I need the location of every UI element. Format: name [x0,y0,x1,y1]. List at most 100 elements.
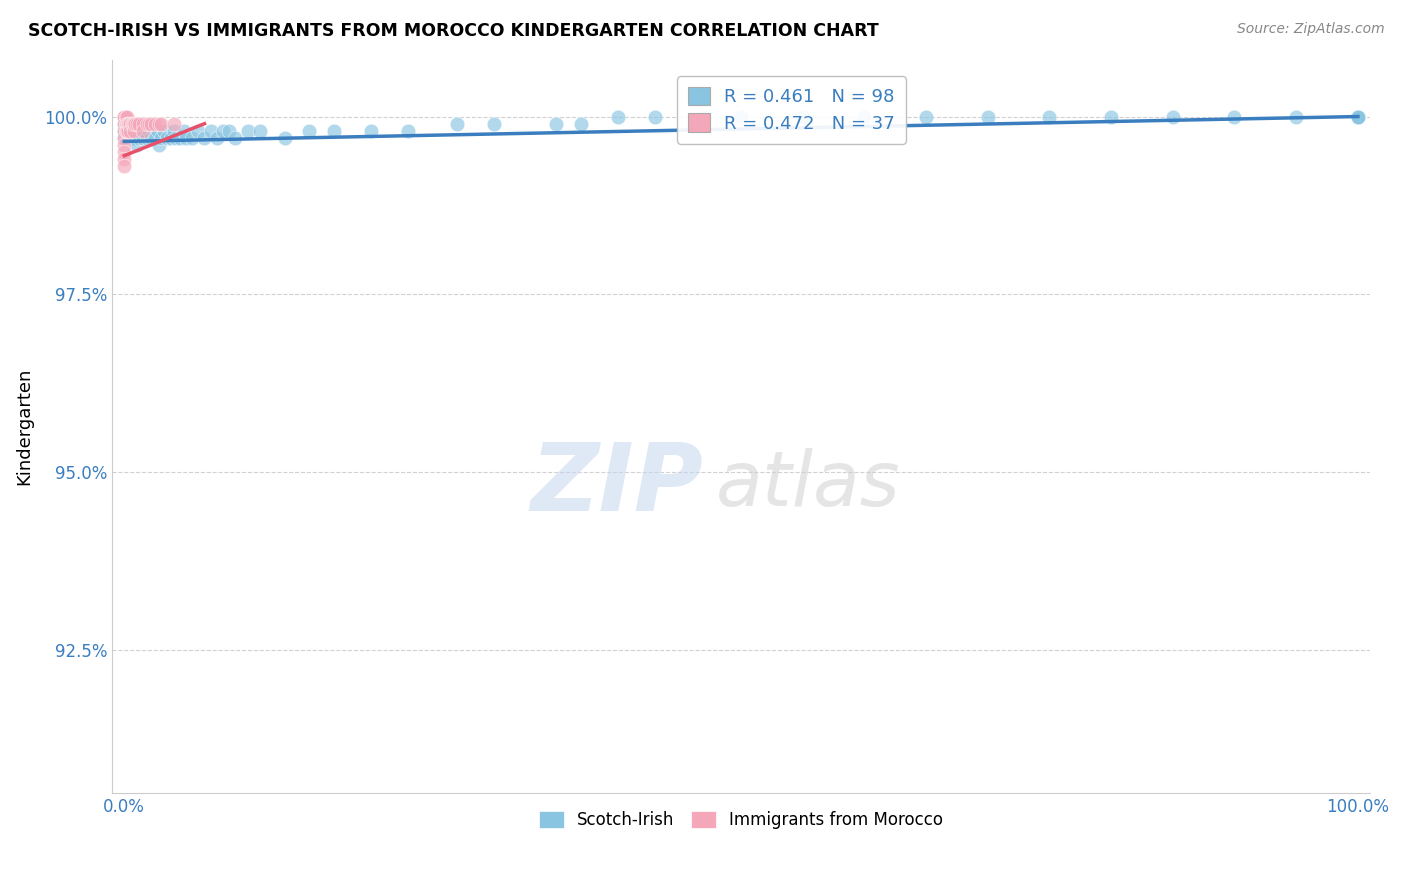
Point [1347,110,1369,124]
Point [200,124,222,138]
Point [122,124,145,138]
Point [117,124,139,138]
Point [121,124,143,138]
Legend: Scotch-Irish, Immigrants from Morocco: Scotch-Irish, Immigrants from Morocco [531,804,950,836]
Point [148,117,170,131]
Point [135,131,157,145]
Point [169,131,191,145]
Point [142,124,165,138]
Point [112,117,135,131]
Point [114,117,136,131]
Point [236,124,259,138]
Point [163,117,186,131]
Point [117,124,139,138]
Point [1347,110,1369,124]
Point [1347,110,1369,124]
Point [853,110,876,124]
Point [141,131,163,145]
Point [121,117,143,131]
Point [150,117,173,131]
Point [1285,110,1308,124]
Point [120,117,142,131]
Point [132,124,155,138]
Point [129,124,152,138]
Point [1347,110,1369,124]
Point [122,131,145,145]
Point [117,117,139,131]
Point [1347,110,1369,124]
Point [1223,110,1246,124]
Point [193,131,215,145]
Point [112,117,135,131]
Point [174,131,197,145]
Point [224,131,246,145]
Point [1347,110,1369,124]
Point [1099,110,1122,124]
Point [114,124,136,138]
Point [112,110,135,124]
Point [132,117,155,131]
Point [1347,110,1369,124]
Point [1347,110,1369,124]
Point [730,110,752,124]
Text: ZIP: ZIP [530,439,703,531]
Point [1347,110,1369,124]
Point [148,138,170,153]
Point [1347,110,1369,124]
Point [128,131,150,145]
Point [122,117,145,131]
Point [112,159,135,173]
Point [1347,110,1369,124]
Point [1347,110,1369,124]
Point [112,110,135,124]
Point [114,110,136,124]
Point [120,131,142,145]
Point [544,117,567,131]
Point [1347,110,1369,124]
Point [141,117,163,131]
Point [165,131,187,145]
Y-axis label: Kindergarten: Kindergarten [15,368,32,485]
Point [1347,110,1369,124]
Point [1347,110,1369,124]
Point [644,110,666,124]
Point [112,145,135,160]
Point [134,124,156,138]
Point [396,124,419,138]
Point [132,117,155,131]
Point [977,110,1000,124]
Point [1038,110,1060,124]
Point [125,138,148,153]
Point [132,131,155,145]
Point [138,124,160,138]
Point [1347,110,1369,124]
Text: SCOTCH-IRISH VS IMMIGRANTS FROM MOROCCO KINDERGARTEN CORRELATION CHART: SCOTCH-IRISH VS IMMIGRANTS FROM MOROCCO … [28,22,879,40]
Point [160,131,183,145]
Point [122,117,145,131]
Point [120,117,142,131]
Point [120,124,142,138]
Point [1347,110,1369,124]
Point [112,138,135,153]
Point [146,124,169,138]
Point [122,124,145,138]
Point [484,117,506,131]
Point [212,124,235,138]
Point [181,131,204,145]
Point [1347,110,1369,124]
Point [1347,110,1369,124]
Point [569,117,592,131]
Point [1161,110,1184,124]
Point [138,117,160,131]
Point [122,117,145,131]
Point [1347,110,1369,124]
Point [125,124,148,138]
Point [1347,110,1369,124]
Point [115,110,138,124]
Point [218,124,240,138]
Point [124,131,146,145]
Point [606,110,628,124]
Point [1347,110,1369,124]
Point [792,110,814,124]
Point [1347,110,1369,124]
